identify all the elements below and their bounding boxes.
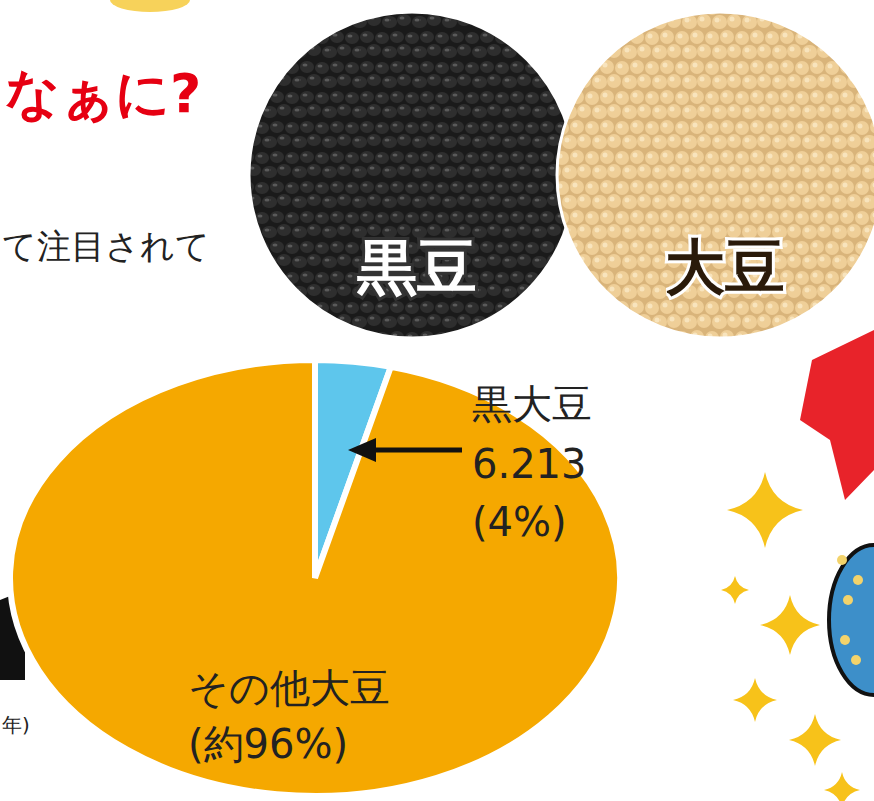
annotation: 6.213 [472,441,587,487]
photo-label: 黒豆 [356,232,477,302]
sparkle [721,576,749,604]
canvas: なぁに? て注目されて年) 黒豆 大豆黒大豆 6.213 (4%) その他大豆 (約96%) [0,0,874,801]
photo-circle [249,12,575,338]
slice-label: 黒大豆 6.213 (4%) [472,381,592,545]
axis-fragment: 年) [2,713,30,737]
arrow-head [348,438,376,462]
value-label: (約96%) [188,721,348,767]
category-label: その他大豆 [188,665,390,711]
sparkle [733,678,777,722]
category-label: 黒大豆 [472,381,592,427]
decoration [800,330,874,500]
sparkle [760,595,820,655]
sparkle [824,772,860,801]
decoration [829,545,874,695]
value-label: (4%) [472,499,567,545]
decoration [843,595,853,605]
photo-label: 大豆 [665,232,785,302]
pie-slice [10,360,620,796]
caption: て注目されて [2,226,210,266]
decoration [837,555,847,565]
decoration [110,0,190,12]
arrow [372,448,462,453]
pie [10,360,620,796]
decoration [840,635,850,645]
photo-circle [557,12,874,338]
sparkle [727,472,803,548]
decoration [853,575,863,585]
decoration [851,655,861,665]
sparkle [789,714,841,766]
heading: なぁに? [5,62,201,125]
